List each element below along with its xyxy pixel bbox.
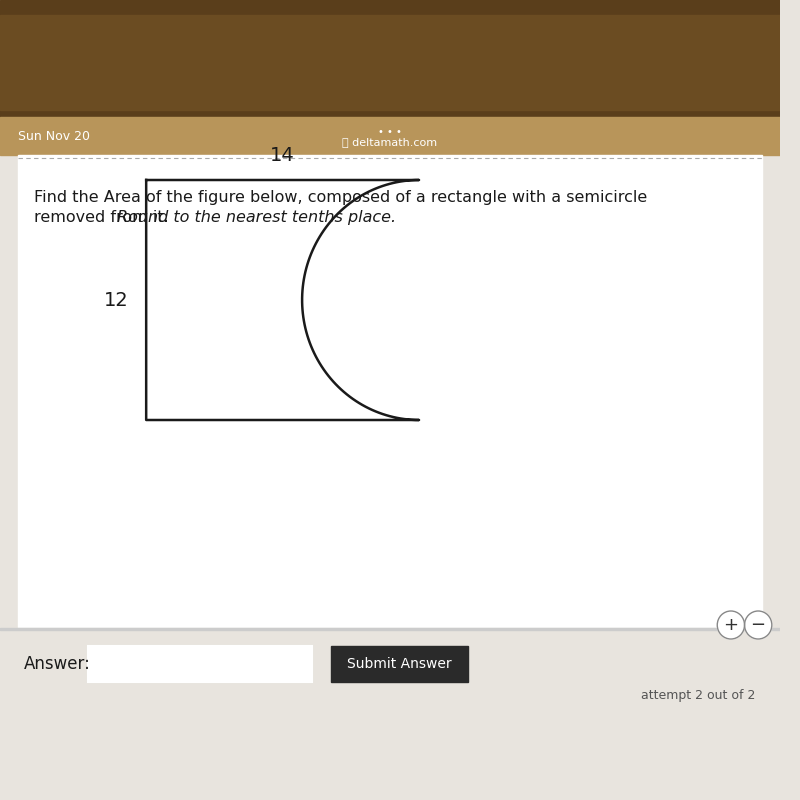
Text: Round to the nearest tenths place.: Round to the nearest tenths place. <box>117 210 396 225</box>
Bar <box>0 0 780 120</box>
Text: 14: 14 <box>270 146 295 165</box>
Bar <box>18 155 762 645</box>
Text: Answer:: Answer: <box>24 655 91 673</box>
Bar <box>88 646 312 682</box>
Text: removed from it.: removed from it. <box>34 210 174 225</box>
Text: • • •: • • • <box>378 127 402 137</box>
Text: 12: 12 <box>104 290 129 310</box>
Text: −: − <box>750 616 766 634</box>
Text: attempt 2 out of 2: attempt 2 out of 2 <box>641 689 755 702</box>
Text: Submit Answer: Submit Answer <box>347 657 452 671</box>
Bar <box>0 628 780 630</box>
Text: +: + <box>723 616 738 634</box>
Circle shape <box>718 611 745 639</box>
Circle shape <box>745 611 772 639</box>
Bar <box>0 628 780 700</box>
Text: Find the Area of the figure below, composed of a rectangle with a semicircle: Find the Area of the figure below, compo… <box>34 190 647 205</box>
Bar <box>0 117 780 155</box>
Text: 🔒 deltamath.com: 🔒 deltamath.com <box>342 137 438 147</box>
Bar <box>0 15 780 110</box>
Bar <box>331 646 468 682</box>
Text: Sun Nov 20: Sun Nov 20 <box>18 130 90 142</box>
